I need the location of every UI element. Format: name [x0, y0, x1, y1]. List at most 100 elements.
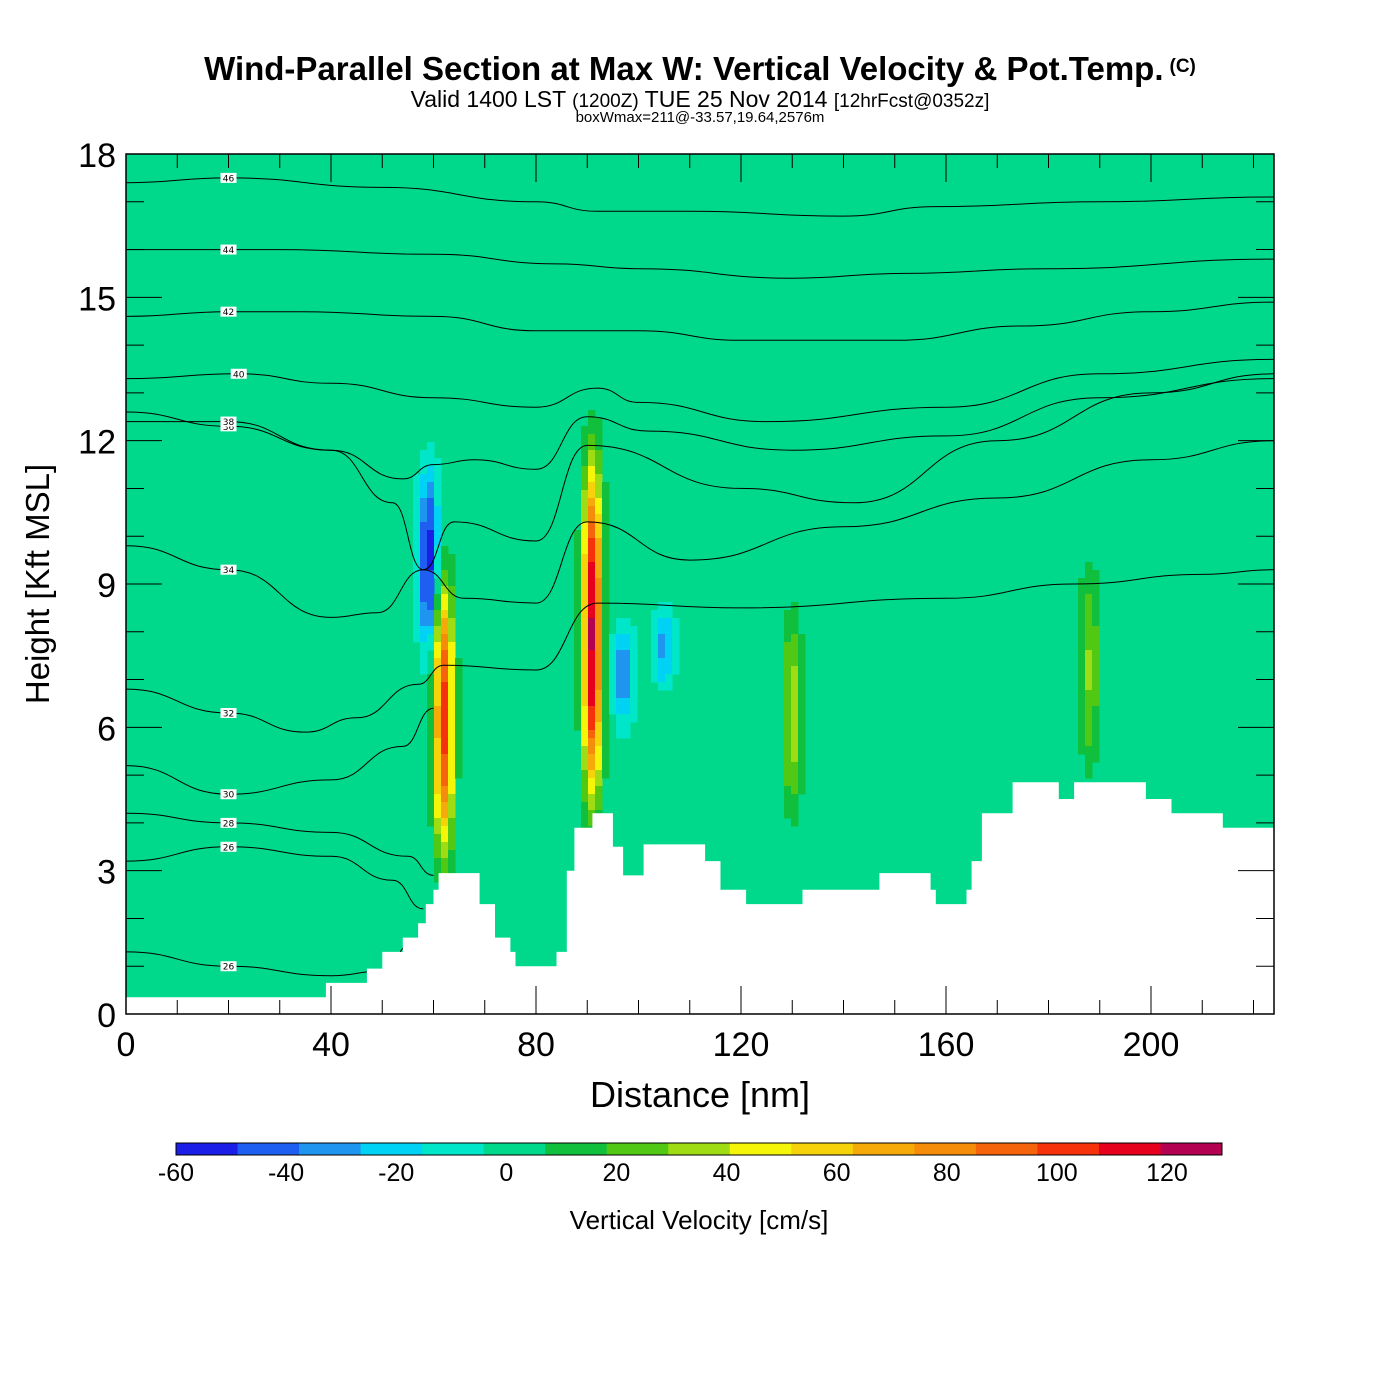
- velocity-cell: [420, 498, 428, 507]
- velocity-cell: [602, 594, 610, 603]
- velocity-cell: [784, 690, 792, 699]
- velocity-cell: [595, 746, 603, 755]
- velocity-cell: [602, 706, 610, 715]
- velocity-cell: [420, 530, 428, 539]
- velocity-cell: [420, 466, 428, 475]
- velocity-cell: [672, 626, 680, 635]
- velocity-cell: [427, 514, 435, 523]
- velocity-cell: [1085, 594, 1093, 603]
- velocity-cell: [427, 730, 435, 739]
- velocity-cell: [595, 570, 603, 579]
- velocity-cell: [784, 642, 792, 651]
- velocity-cell: [798, 738, 806, 747]
- velocity-cell: [581, 634, 589, 643]
- colorbar-tick-label: -40: [268, 1159, 304, 1187]
- theta-contour-label: 42: [223, 308, 234, 318]
- y-axis-label: Height [Kft MSL]: [19, 463, 56, 705]
- velocity-cell: [595, 522, 603, 531]
- velocity-cell: [448, 594, 456, 603]
- velocity-cell: [420, 578, 428, 587]
- velocity-cell: [588, 610, 596, 619]
- velocity-cell: [602, 738, 610, 747]
- velocity-cell: [1078, 610, 1086, 619]
- velocity-cell: [1092, 674, 1100, 683]
- velocity-cell: [581, 730, 589, 739]
- velocity-cell: [434, 706, 442, 715]
- velocity-cell: [616, 634, 624, 643]
- colorbar-frame: [175, 1142, 1223, 1156]
- velocity-cell: [434, 834, 442, 843]
- velocity-cell: [630, 666, 638, 675]
- velocity-cell: [602, 578, 610, 587]
- velocity-cell: [1078, 642, 1086, 651]
- velocity-cell: [434, 874, 442, 883]
- velocity-cell: [588, 514, 596, 523]
- velocity-cell: [427, 706, 435, 715]
- velocity-cell: [581, 594, 589, 603]
- velocity-cell: [588, 714, 596, 723]
- velocity-cell: [602, 586, 610, 595]
- velocity-cell: [448, 858, 456, 867]
- velocity-cell: [1085, 578, 1093, 587]
- velocity-cell: [784, 634, 792, 643]
- velocity-cell: [595, 802, 603, 811]
- velocity-cell: [1085, 762, 1093, 771]
- velocity-cell: [588, 482, 596, 491]
- velocity-cell: [427, 802, 435, 811]
- velocity-cell: [441, 850, 449, 859]
- velocity-cell: [595, 546, 603, 555]
- velocity-cell: [1085, 586, 1093, 595]
- velocity-cell: [413, 578, 421, 587]
- velocity-cell: [448, 738, 456, 747]
- velocity-cell: [434, 498, 442, 507]
- chart-title: Wind-Parallel Section at Max W: Vertical…: [0, 50, 1400, 88]
- velocity-cell: [602, 538, 610, 547]
- velocity-cell: [784, 786, 792, 795]
- velocity-cell: [581, 530, 589, 539]
- velocity-cell: [581, 482, 589, 491]
- velocity-cell: [413, 594, 421, 603]
- velocity-cell: [441, 866, 449, 875]
- theta-contour-line: [126, 177, 1274, 217]
- copyright-mark: (C): [1169, 56, 1196, 77]
- velocity-cell: [602, 522, 610, 531]
- velocity-cell: [623, 666, 631, 675]
- velocity-cell: [588, 674, 596, 683]
- velocity-cell: [441, 626, 449, 635]
- velocity-cell: [791, 618, 799, 627]
- velocity-cell: [434, 730, 442, 739]
- velocity-cell: [434, 594, 442, 603]
- velocity-cell: [595, 482, 603, 491]
- velocity-cell: [616, 698, 624, 707]
- velocity-cell: [595, 602, 603, 611]
- colorbar-swatch: [791, 1143, 854, 1155]
- velocity-cell: [434, 802, 442, 811]
- theta-label-box: [220, 817, 237, 828]
- velocity-cell: [581, 434, 589, 443]
- velocity-cell: [448, 794, 456, 803]
- velocity-cell: [455, 770, 463, 779]
- velocity-cell: [427, 778, 435, 787]
- velocity-cell: [427, 690, 435, 699]
- velocity-cell: [602, 482, 610, 491]
- velocity-cell: [588, 602, 596, 611]
- velocity-cell: [581, 666, 589, 675]
- velocity-cell: [595, 474, 603, 483]
- velocity-cell: [1092, 642, 1100, 651]
- velocity-cell: [427, 618, 435, 627]
- velocity-cell: [448, 842, 456, 851]
- valid-zulu: (1200Z): [572, 91, 639, 112]
- velocity-cell: [623, 634, 631, 643]
- velocity-cell: [434, 690, 442, 699]
- velocity-cell: [588, 666, 596, 675]
- velocity-cell: [581, 610, 589, 619]
- colorbar-swatch: [360, 1143, 423, 1155]
- valid-prefix: Valid 1400 LST: [410, 86, 566, 112]
- velocity-cell: [784, 714, 792, 723]
- velocity-cell: [595, 498, 603, 507]
- velocity-cell: [441, 818, 449, 827]
- velocity-cell: [623, 722, 631, 731]
- theta-contour-label: 30: [223, 791, 235, 801]
- velocity-cell: [791, 650, 799, 659]
- velocity-cell: [791, 746, 799, 755]
